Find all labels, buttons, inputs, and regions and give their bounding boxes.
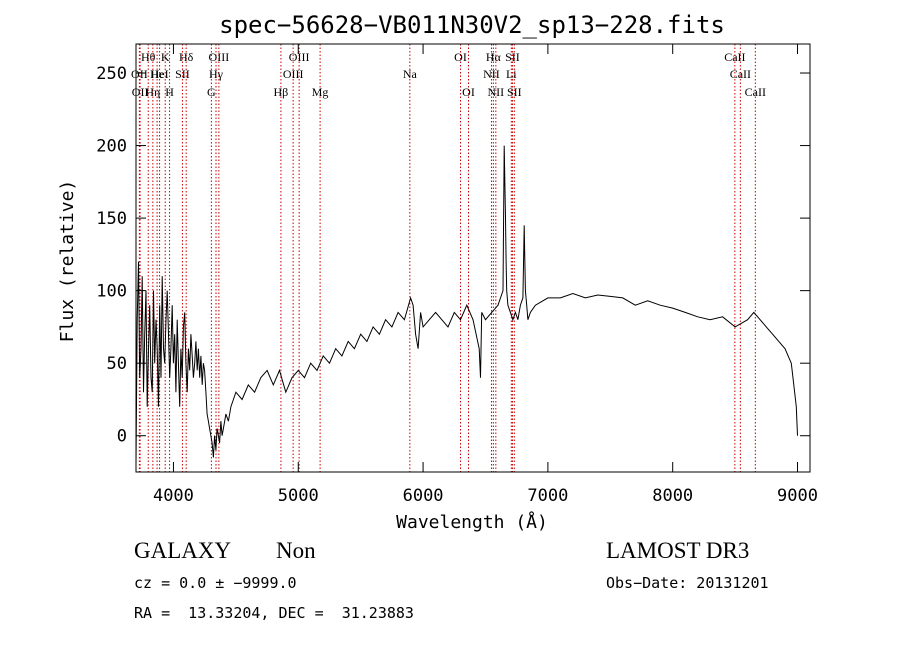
chart-title: spec−56628−VB011N30V2_sp13−228.fits [219,11,725,39]
line-marker-label-12: OIII [209,50,230,64]
line-marker-label-6: K [161,50,170,64]
line-marker-label-2: Hθ [141,50,156,64]
line-marker-label-9: Hδ [179,50,194,64]
line-marker-label-21: Hα [486,50,502,64]
x-tick-label-1: 5000 [278,486,319,506]
y-axis-label: Flux (relative) [57,180,78,343]
line-marker-label-19: OI [462,85,475,99]
spectrum-series-line [135,145,798,465]
line-marker-label-23: Li [506,67,517,81]
line-marker-label-5: HeI [151,67,169,81]
object-class: GALAXY [134,538,232,563]
line-marker-label-13: Hβ [274,85,289,99]
line-marker-label-4: He [150,67,164,81]
survey-name: LAMOST DR3 [606,538,750,563]
line-marker-label-28: CaII [745,85,766,99]
y-tick-label-2: 100 [96,282,127,302]
emission-line-labels: OIIOIIHθHηHeHeIKHSIIHδGHγOIIIHβOIIIOIIIM… [131,50,766,99]
line-marker-label-14: OIII [283,67,304,81]
object-subclass: Non [276,538,316,563]
line-marker-label-24: SII [505,50,520,64]
line-marker-label-15: OIII [289,50,310,64]
line-marker-label-3: Hη [145,85,160,99]
y-tick-label-0: 0 [117,427,127,447]
line-marker-label-8: SII [175,67,190,81]
line-marker-label-20: NII [483,67,500,81]
line-marker-label-26: CaII [724,50,745,64]
line-marker-label-11: Hγ [209,67,224,81]
x-axis-label: Wavelength (Å) [396,511,548,533]
ra-dec: RA = 13.33204, DEC = 31.23883 [134,604,414,622]
x-axis-ticks: 4000 5000 6000 7000 8000 9000 [153,44,818,506]
line-marker-label-17: Na [403,67,418,81]
x-tick-label-4: 8000 [652,486,693,506]
x-tick-label-2: 6000 [403,486,444,506]
line-marker-label-0: OII [131,67,148,81]
line-marker-label-10: G [207,85,216,99]
line-marker-label-25: SII [507,85,522,99]
x-tick-label-0: 4000 [153,486,194,506]
plot-frame [135,43,811,473]
line-marker-label-18: OI [454,50,467,64]
obs-date: Obs−Date: 20131201 [606,574,769,592]
y-tick-label-1: 50 [107,354,127,374]
line-marker-label-27: CaII [730,67,751,81]
y-axis-ticks: 0 50 100 150 200 250 [96,64,810,447]
y-tick-label-5: 250 [96,64,127,84]
y-tick-label-3: 150 [96,209,127,229]
redshift-cz: cz = 0.0 ± −9999.0 [134,574,297,592]
line-marker-label-7: H [165,85,174,99]
y-tick-label-4: 200 [96,137,127,157]
x-tick-label-3: 7000 [527,486,568,506]
line-marker-label-22: NII [488,85,505,99]
emission-line-markers [138,44,756,472]
line-marker-label-16: Mg [312,85,329,99]
x-tick-label-5: 9000 [777,486,818,506]
